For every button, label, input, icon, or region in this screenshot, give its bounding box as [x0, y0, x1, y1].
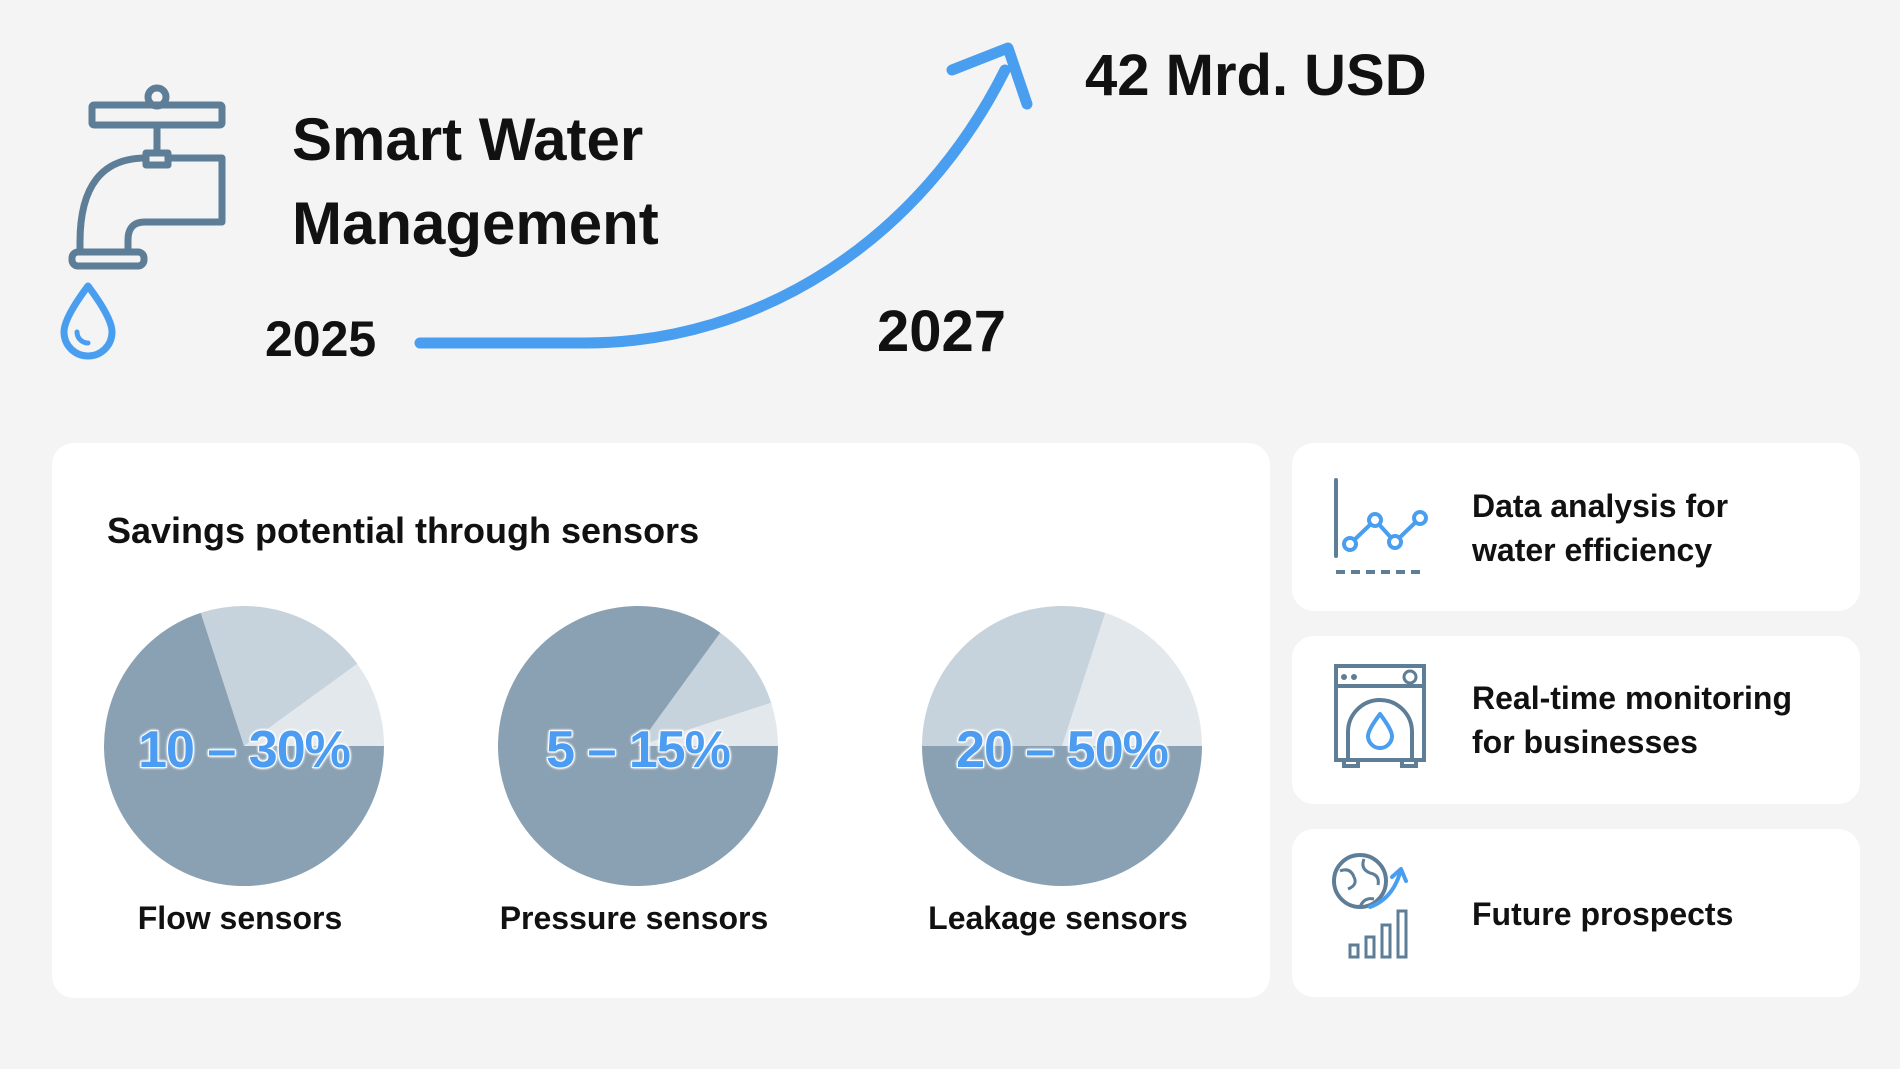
water-machine-icon: [1334, 664, 1426, 768]
pie-slice-min: [244, 663, 384, 746]
pie-category-label-pressure: Pressure sensors: [499, 900, 769, 936]
savings-title: Savings potential through sensors: [107, 510, 700, 551]
pie-slice-base: [104, 612, 385, 886]
feature-card-data-analysis: [1292, 443, 1860, 611]
pie-slice-base: [498, 606, 778, 887]
feature-text-future: Future prospects: [1472, 892, 1832, 936]
feature-text-data-analysis: Data analysis for water efficiency: [1472, 484, 1832, 572]
year-end-label: 2027: [877, 299, 1007, 364]
feature-line: Real-time monitoring: [1472, 680, 1793, 716]
feature-line: Future prospects: [1472, 896, 1734, 932]
globe-growth-icon: [1332, 853, 1408, 959]
feature-card-future: [1292, 829, 1860, 997]
line-chart-icon: [1334, 478, 1428, 574]
pie-slice-range: [922, 606, 1106, 746]
pie-range-label-leakage: 20 – 50%: [955, 720, 1170, 780]
pie-category-label-leakage: Leakage sensors: [928, 900, 1188, 936]
feature-line: Data analysis for: [1472, 488, 1729, 524]
pie-slice-min: [1062, 612, 1202, 746]
title-line-1: Smart Water: [292, 106, 644, 173]
pie-range-label-pressure: 5 – 15%: [545, 720, 732, 780]
feature-line: for businesses: [1472, 724, 1698, 760]
pie-category-label-flow: Flow sensors: [137, 900, 343, 936]
pie-chart-flow: [104, 606, 385, 886]
feature-text-monitoring: Real-time monitoring for businesses: [1472, 676, 1832, 764]
feature-line: water efficiency: [1472, 532, 1713, 568]
pie-chart-leakage: [922, 606, 1202, 886]
pie-chart-pressure: [498, 606, 778, 887]
water-tap-icon: [60, 84, 226, 360]
title-line-2: Management: [292, 190, 659, 257]
year-start-label: 2025: [265, 311, 377, 367]
pie-range-label-flow: 10 – 30%: [137, 720, 352, 780]
pie-slice-base: [922, 746, 1202, 886]
pie-slice-range: [200, 606, 358, 746]
pie-slice-min: [638, 702, 778, 746]
growth-arrow-icon: [414, 42, 1033, 349]
pie-slice-range: [638, 632, 772, 746]
market-value-label: 42 Mrd. USD: [1085, 43, 1427, 108]
page-title: Smart Water Management: [292, 98, 792, 266]
